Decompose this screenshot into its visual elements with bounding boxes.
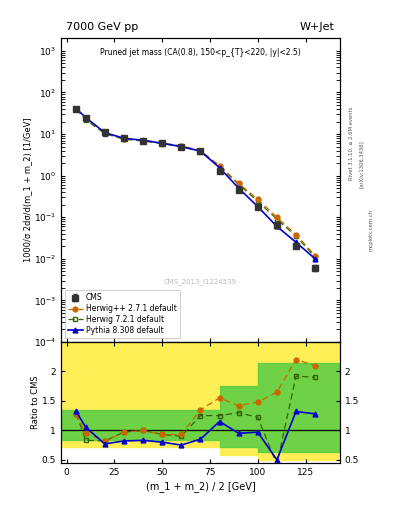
Line: Herwig 7.2.1 default: Herwig 7.2.1 default: [74, 106, 318, 260]
Herwig++ 2.7.1 default: [198, 147, 203, 154]
Legend: CMS, Herwig++ 2.7.1 default, Herwig 7.2.1 default, Pythia 8.308 default: CMS, Herwig++ 2.7.1 default, Herwig 7.2.…: [65, 290, 180, 338]
Herwig 7.2.1 default: [160, 140, 165, 146]
Herwig 7.2.1 default: [217, 163, 222, 169]
Herwig 7.2.1 default: [255, 198, 260, 204]
Herwig++ 2.7.1 default: [83, 115, 88, 121]
Herwig++ 2.7.1 default: [217, 162, 222, 168]
Herwig++ 2.7.1 default: [103, 130, 107, 136]
Y-axis label: Ratio to CMS: Ratio to CMS: [31, 376, 40, 430]
Pythia 8.308 default: [103, 130, 107, 136]
Herwig++ 2.7.1 default: [313, 252, 318, 259]
Line: Herwig++ 2.7.1 default: Herwig++ 2.7.1 default: [74, 106, 318, 258]
Text: W+Jet: W+Jet: [299, 23, 334, 32]
Pythia 8.308 default: [275, 223, 279, 229]
Herwig 7.2.1 default: [313, 254, 318, 260]
Herwig 7.2.1 default: [198, 148, 203, 155]
Text: Pruned jet mass (CA(0.8), 150<p_{T}<220, |y|<2.5): Pruned jet mass (CA(0.8), 150<p_{T}<220,…: [100, 48, 301, 56]
Text: 7000 GeV pp: 7000 GeV pp: [66, 23, 139, 32]
Herwig 7.2.1 default: [236, 181, 241, 187]
Herwig++ 2.7.1 default: [179, 143, 184, 149]
Herwig++ 2.7.1 default: [294, 231, 298, 238]
Herwig 7.2.1 default: [121, 136, 126, 142]
Herwig++ 2.7.1 default: [141, 137, 145, 143]
Pythia 8.308 default: [255, 204, 260, 210]
Herwig 7.2.1 default: [275, 216, 279, 222]
Herwig++ 2.7.1 default: [255, 196, 260, 202]
Herwig 7.2.1 default: [294, 233, 298, 239]
Pythia 8.308 default: [294, 239, 298, 245]
Text: mcplots.cern.ch: mcplots.cern.ch: [369, 209, 374, 251]
Herwig++ 2.7.1 default: [236, 180, 241, 186]
Pythia 8.308 default: [179, 143, 184, 150]
Text: Rivet 3.1.10, ≥ 2.6M events: Rivet 3.1.10, ≥ 2.6M events: [349, 106, 354, 180]
Herwig 7.2.1 default: [74, 106, 79, 112]
Text: CMS_2013_I1224539: CMS_2013_I1224539: [164, 278, 237, 285]
Pythia 8.308 default: [74, 105, 79, 112]
Herwig++ 2.7.1 default: [121, 136, 126, 142]
Text: [arXiv:1306.3436]: [arXiv:1306.3436]: [359, 140, 364, 188]
Herwig 7.2.1 default: [83, 117, 88, 123]
Herwig++ 2.7.1 default: [275, 214, 279, 220]
Pythia 8.308 default: [198, 148, 203, 154]
Pythia 8.308 default: [141, 137, 145, 143]
Herwig 7.2.1 default: [141, 138, 145, 144]
Pythia 8.308 default: [160, 140, 165, 146]
Pythia 8.308 default: [83, 115, 88, 121]
Herwig++ 2.7.1 default: [160, 140, 165, 146]
Pythia 8.308 default: [236, 185, 241, 191]
Herwig 7.2.1 default: [179, 143, 184, 150]
Herwig 7.2.1 default: [103, 131, 107, 137]
Pythia 8.308 default: [121, 135, 126, 141]
Y-axis label: 1000/σ 2dσ/d(m_1 + m_2) [1/GeV]: 1000/σ 2dσ/d(m_1 + m_2) [1/GeV]: [23, 118, 32, 263]
Herwig++ 2.7.1 default: [74, 106, 79, 112]
Pythia 8.308 default: [217, 165, 222, 171]
X-axis label: (m_1 + m_2) / 2 [GeV]: (m_1 + m_2) / 2 [GeV]: [145, 481, 255, 493]
Pythia 8.308 default: [313, 255, 318, 262]
Line: Pythia 8.308 default: Pythia 8.308 default: [74, 106, 318, 261]
